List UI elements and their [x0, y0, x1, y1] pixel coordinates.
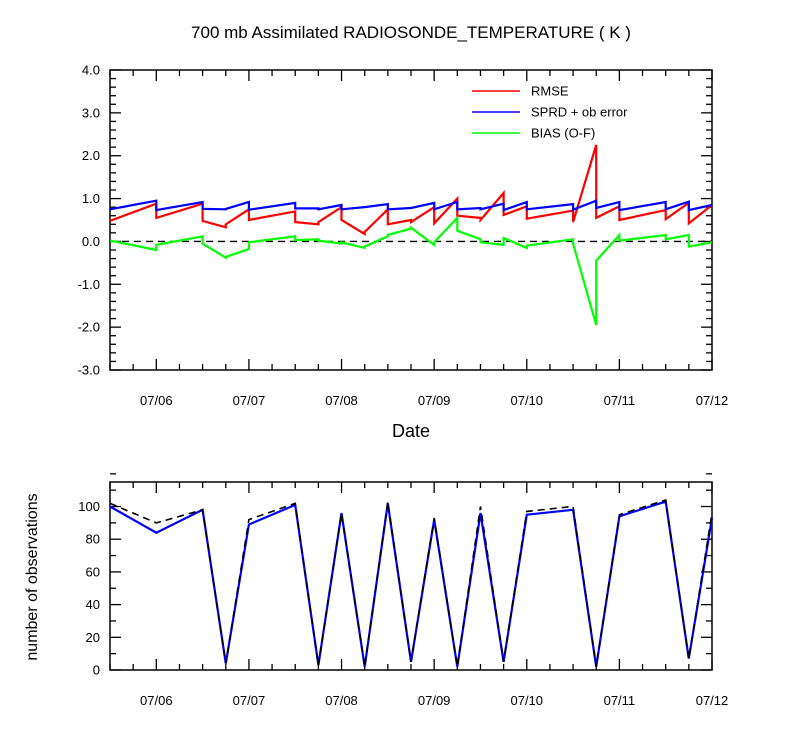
- top-y-tick-label: 2.0: [82, 148, 100, 163]
- bottom-series-possible: [110, 500, 712, 667]
- bottom-y-tick-label: 40: [86, 597, 100, 612]
- bottom-x-tick-label: 07/12: [696, 693, 729, 708]
- chart-title: 700 mb Assimilated RADIOSONDE_TEMPERATUR…: [191, 23, 631, 42]
- bottom-x-tick-label: 07/07: [233, 693, 266, 708]
- bottom-x-tick-label: 07/09: [418, 693, 451, 708]
- bottom-x-tick-label: 07/06: [140, 693, 173, 708]
- top-y-tick-label: -1.0: [78, 277, 100, 292]
- legend: RMSE SPRD + ob error BIAS (O-F): [472, 84, 628, 141]
- bottom-panel-plot: 07/06 07/07 07/08 07/09 07/10 07/11 07/12 0 20 40…: [78, 474, 728, 708]
- y-axis-title-observations: number of observations: [24, 493, 41, 660]
- top-series-bias-o-f: [110, 218, 712, 325]
- x-axis-title: Date: [392, 421, 430, 441]
- top-x-tick-label: 07/09: [418, 393, 451, 408]
- top-x-tick-label: 07/11: [604, 393, 636, 408]
- top-y-tick-label: -3.0: [78, 363, 100, 378]
- top-y-tick-label: -2.0: [78, 320, 100, 335]
- top-y-tick-label: 1.0: [82, 191, 100, 206]
- top-y-tick-label: 0.0: [82, 234, 100, 249]
- bottom-y-tick-label: 80: [86, 532, 100, 547]
- bottom-x-tick-label: 07/10: [510, 693, 543, 708]
- bottom-y-tick-label: 100: [78, 499, 100, 514]
- top-x-tick-label: 07/12: [696, 393, 729, 408]
- top-x-tick-label: 07/08: [325, 393, 358, 408]
- bottom-x-tick-label: 07/08: [325, 693, 358, 708]
- top-y-tick-label: 3.0: [82, 105, 100, 120]
- bottom-y-tick-label: 0: [93, 663, 100, 678]
- top-x-tick-label: 07/07: [233, 393, 266, 408]
- legend-label-rmse: RMSE: [531, 84, 569, 99]
- bottom-y-tick-label: 20: [86, 630, 100, 645]
- bottom-y-tick-label: 60: [86, 564, 100, 579]
- bottom-x-tick-label: 07/11: [604, 693, 636, 708]
- top-series-rmse: [110, 145, 712, 234]
- legend-label-sprd-ob-error: SPRD + ob error: [531, 105, 628, 120]
- top-y-tick-label: 4.0: [82, 63, 100, 78]
- top-x-tick-label: 07/10: [510, 393, 543, 408]
- legend-label-bias-o-f: BIAS (O-F): [531, 126, 595, 141]
- chart-figure: 700 mb Assimilated RADIOSONDE_TEMPERATUR…: [0, 0, 800, 750]
- bottom-series-assimilated: [110, 502, 712, 667]
- top-panel-plot: 07/06 07/07 07/08 07/09 07/10 07/11 07/12 -3.0 -…: [78, 63, 729, 409]
- top-x-tick-label: 07/06: [140, 393, 173, 408]
